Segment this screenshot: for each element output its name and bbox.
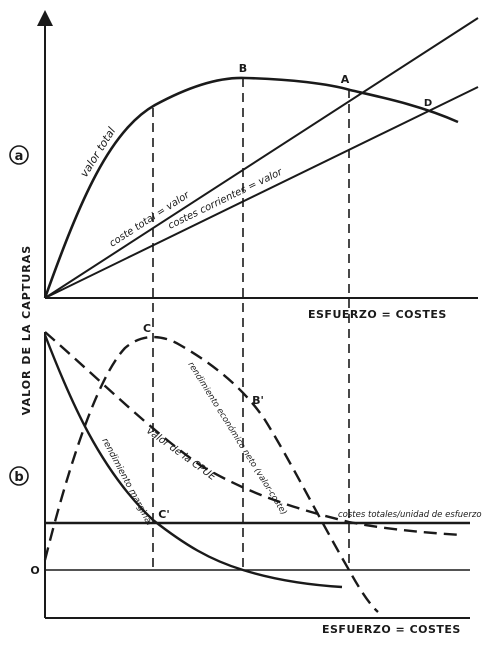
label-cpue: valor de la CPUE [144, 426, 218, 484]
panel-b-tag: b [9, 466, 29, 486]
current-cost-line [44, 86, 479, 299]
marginal-return-curve [43, 334, 343, 589]
point-a: A [341, 73, 350, 86]
panel-b-tag-text: b [14, 470, 23, 485]
panel-b-x-label: ESFUERZO = COSTES [322, 623, 461, 636]
y-axis-label: VALOR DE LA CAPTURAS [20, 245, 33, 415]
label-marginal-return: rendimiento marginal [99, 437, 154, 528]
point-c: C [143, 322, 151, 335]
total-cost-line [44, 17, 479, 299]
label-cost-per-effort: costes totales/unidad de esfuerzo [338, 510, 482, 520]
total-value-curve [43, 76, 459, 299]
point-b: B [239, 62, 247, 75]
panel-a-tag: a [9, 145, 29, 165]
label-net-return: rendimiento económico neto (valor-coste) [185, 360, 289, 517]
panel-a-tag-text: a [15, 149, 24, 164]
origin-label: O [30, 564, 39, 577]
net-return-curve [43, 335, 379, 613]
point-b-prime: B' [252, 394, 264, 407]
point-c-prime: C' [158, 508, 169, 521]
point-d: D [424, 98, 432, 109]
panel-a-x-label: ESFUERZO = COSTES [308, 308, 447, 321]
cpue-curve [44, 331, 463, 537]
